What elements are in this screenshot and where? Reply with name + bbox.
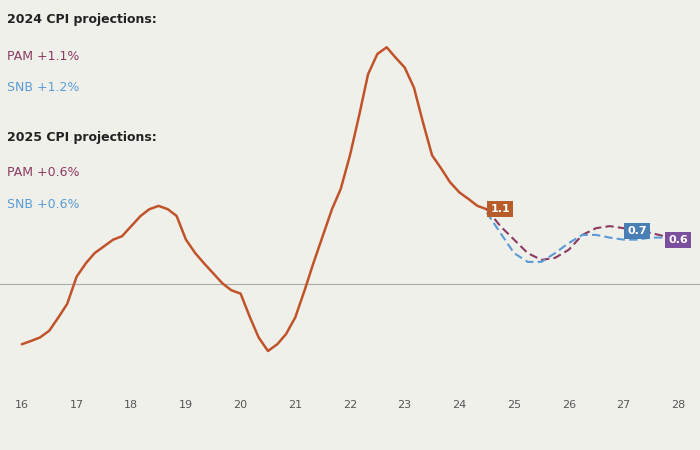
Text: 0.7: 0.7 [627, 226, 647, 236]
Text: PAM +1.1%: PAM +1.1% [7, 50, 79, 63]
Text: 2025 CPI projections:: 2025 CPI projections: [7, 130, 157, 144]
Text: PAM +0.6%: PAM +0.6% [7, 166, 80, 180]
Text: 2024 CPI projections:: 2024 CPI projections: [7, 14, 157, 27]
Text: 1.1: 1.1 [491, 204, 510, 214]
Text: SNB +0.6%: SNB +0.6% [7, 198, 80, 211]
Text: 0.6: 0.6 [668, 234, 688, 245]
Text: SNB +1.2%: SNB +1.2% [7, 81, 79, 94]
